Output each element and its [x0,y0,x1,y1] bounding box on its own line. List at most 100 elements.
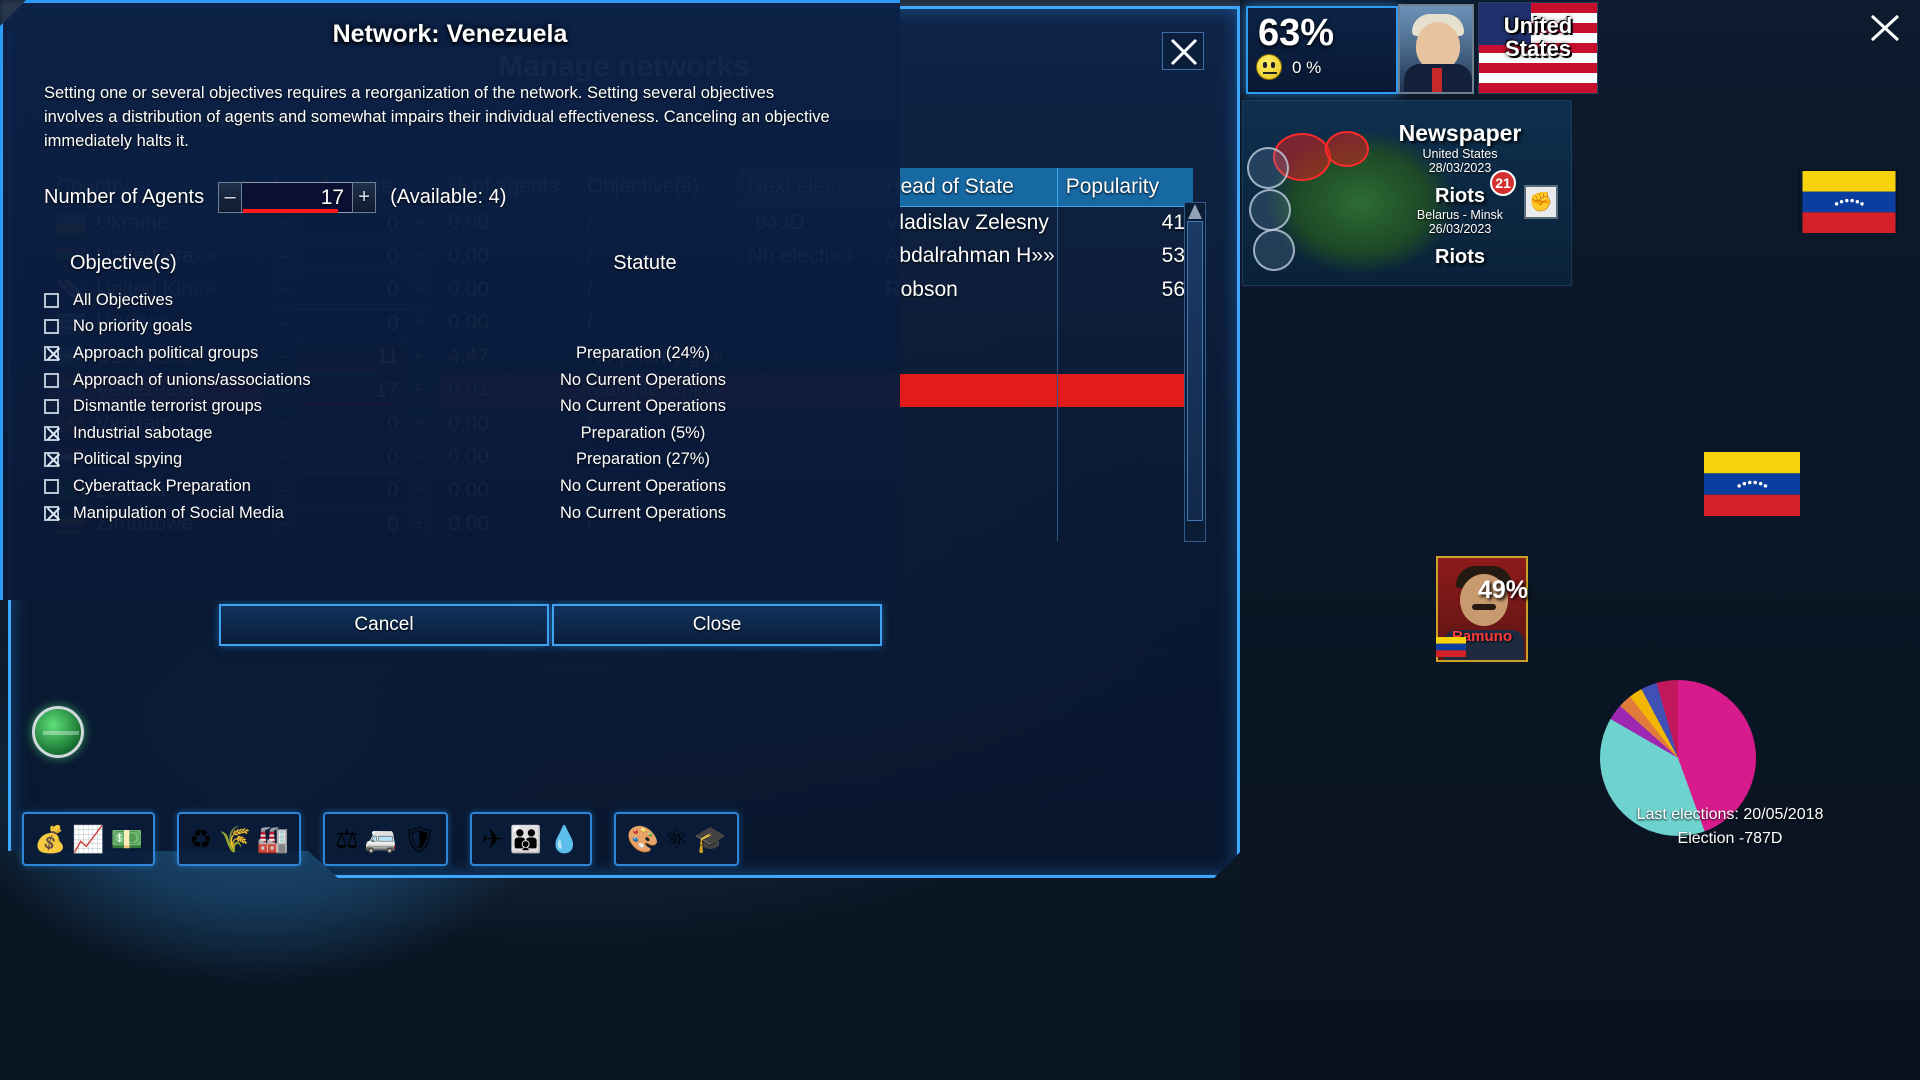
newspaper-date: 28/03/2023 [1428,161,1492,175]
airplane-icon[interactable]: ✈ [481,824,504,854]
objective-checkbox[interactable] [44,372,59,388]
cell-head-of-state [876,306,1058,340]
last-elections-label: Last elections: 20/05/2018 [1636,806,1824,823]
shield-icon[interactable]: 🛡 [402,824,436,854]
increment-agents-button[interactable]: + [352,182,377,213]
scales-icon[interactable]: ⚖ [335,824,359,854]
newspaper-country: United States [1422,147,1498,161]
dialog-title: Network: Venezuela [332,20,568,48]
objective-checkbox[interactable] [44,292,59,308]
us-flag-icon[interactable]: United States [1478,2,1598,94]
venezuela-flag-icon [1436,636,1466,658]
approval-rating-panel[interactable]: 63% 0 % [1246,6,1398,94]
atom-icon[interactable]: ⚛ [664,824,689,854]
objective-label: Industrial sabotage [73,423,213,442]
social-group[interactable]: ✈ 👪 💧 [469,812,593,866]
fist-icon[interactable]: ✊ [1524,185,1558,219]
objective-row[interactable]: Industrial sabotage Preparation (5%) [44,420,834,447]
venezuela-flag-icon [1798,170,1898,233]
news-item[interactable]: Riots Belarus - Minsk 26/03/2023 [1360,185,1560,236]
recycle-icon[interactable]: ♻ [189,824,213,854]
objective-row[interactable]: Approach political groups Preparation (24… [44,340,834,367]
military-group[interactable]: ⚖ 🚐 🛡 [323,812,448,866]
objective-checkbox[interactable] [44,425,59,441]
objective-label: Manipulation of Social Media [73,503,284,522]
culture-group[interactable]: 🎨 ⚛ 🎓 [614,812,739,866]
objective-checkbox[interactable] [44,505,59,521]
objective-checkbox[interactable] [44,399,59,415]
agents-stepper: – 17 + [218,182,377,213]
palette-icon[interactable]: 🎨 [626,824,659,854]
cancel-button[interactable]: Cancel [219,604,549,646]
objective-row[interactable]: Approach of unions/associations No Curren… [44,367,834,394]
table-scrollbar[interactable] [1184,202,1206,542]
cell-head-of-state: Abdalrahman H»» [876,239,1058,273]
column-header-popularity[interactable]: Popularity [1057,168,1193,207]
objective-label: No priority goals [73,317,193,336]
election-countdown-label: Election -787D [1677,830,1783,847]
scrollbar-thumb[interactable] [1187,221,1203,521]
news-item[interactable]: Riots [1360,246,1560,269]
factory-icon[interactable]: 🏭 [256,824,290,854]
newspaper-panel[interactable]: Newspaper United States 28/03/2023 Riots… [1360,120,1560,269]
objective-statute: Preparation (24%) [576,343,710,362]
tank-icon[interactable]: 🚐 [364,824,397,854]
objective-checkbox[interactable] [44,478,59,494]
objective-label: Cyberattack Preparation [73,476,251,495]
cell-popularity [1057,340,1193,374]
objective-row[interactable]: Political spying Preparation (27%) [44,447,834,474]
approval-delta: 0 % [1292,58,1322,77]
close-icon[interactable] [1868,12,1902,44]
scroll-up-icon[interactable] [1188,204,1202,219]
objective-row[interactable]: Cyberattack Preparation No Current Operat… [44,473,834,500]
objective-statute: Preparation (5%) [580,423,706,442]
column-header-head-of-state[interactable]: Head of State [876,168,1058,207]
objective-statute: No Current Operations [560,476,726,495]
line-chart-icon[interactable]: 📈 [72,824,105,854]
cell-popularity: 53 [1161,244,1185,268]
close-icon[interactable] [1162,32,1204,70]
news-badge[interactable]: 21 [1490,170,1516,196]
objective-row[interactable]: Manipulation of Social Media No Current O… [44,500,834,527]
cell-popularity [1057,307,1193,341]
objective-statute: No Current Operations [560,370,726,389]
objective-row[interactable]: Dismantle terrorist groups No Current Ope… [44,393,834,420]
money-bag-icon[interactable]: 💰 [34,824,67,854]
agents-stepper-row: Number of Agents – 17 + (Available: 4) [44,182,506,213]
resources-group[interactable]: ♻ 🌾 🏭 [177,812,302,866]
cell-head-of-state [876,474,1058,508]
objective-label: All Objectives [73,290,173,309]
water-drop-icon[interactable]: 💧 [548,824,581,854]
head-of-state-portrait[interactable] [1398,4,1474,94]
network-venezuela-dialog: Network: Venezuela Setting one or severa… [0,0,1900,600]
close-button[interactable]: Close [552,604,882,646]
objective-checkbox[interactable] [44,319,59,335]
banknotes-icon[interactable]: 💵 [110,824,144,854]
economy-group[interactable]: 💰 📈 💵 [22,812,156,866]
objective-checkbox[interactable] [44,345,59,361]
cell-head-of-state [876,373,1058,407]
objective-label: Dismantle terrorist groups [73,397,262,416]
objective-statute: No Current Operations [560,397,726,416]
globe-icon[interactable] [32,706,84,758]
agents-value-input[interactable]: 17 [242,182,353,213]
election-results-pie-chart[interactable] [1600,680,1756,836]
wheat-icon[interactable]: 🌾 [218,824,251,854]
approval-percentage: 63% [1258,12,1335,54]
decrement-agents-button[interactable]: – [218,182,243,213]
objective-row[interactable]: All Objectives [44,287,834,314]
world-minimap[interactable] [1242,100,1572,286]
cell-popularity [1057,441,1193,475]
graduation-cap-icon[interactable]: 🎓 [694,824,727,854]
objective-checkbox[interactable] [44,452,59,468]
cell-head-of-state [876,407,1058,441]
venezuela-flag-icon [1700,452,1804,516]
dialog-description: Setting one or several objectives requir… [44,84,830,150]
cell-head-of-state [876,507,1058,541]
newspaper-title: Newspaper [1398,120,1522,146]
bottom-toolbar: 💰 📈 💵 ♻ 🌾 🏭 ⚖ 🚐 🛡 ✈ 👪 💧 🎨 ⚛ [22,808,739,870]
agents-label: Number of Agents [44,186,205,208]
people-icon[interactable]: 👪 [509,824,543,854]
objective-row[interactable]: No priority goals [44,314,834,341]
